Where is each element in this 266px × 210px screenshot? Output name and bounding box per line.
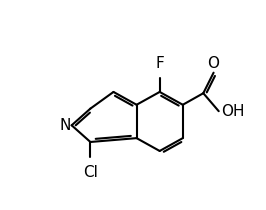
Text: F: F bbox=[155, 56, 164, 71]
Text: N: N bbox=[60, 118, 71, 133]
Text: Cl: Cl bbox=[83, 165, 98, 180]
Text: O: O bbox=[207, 56, 219, 71]
Text: OH: OH bbox=[221, 104, 244, 119]
